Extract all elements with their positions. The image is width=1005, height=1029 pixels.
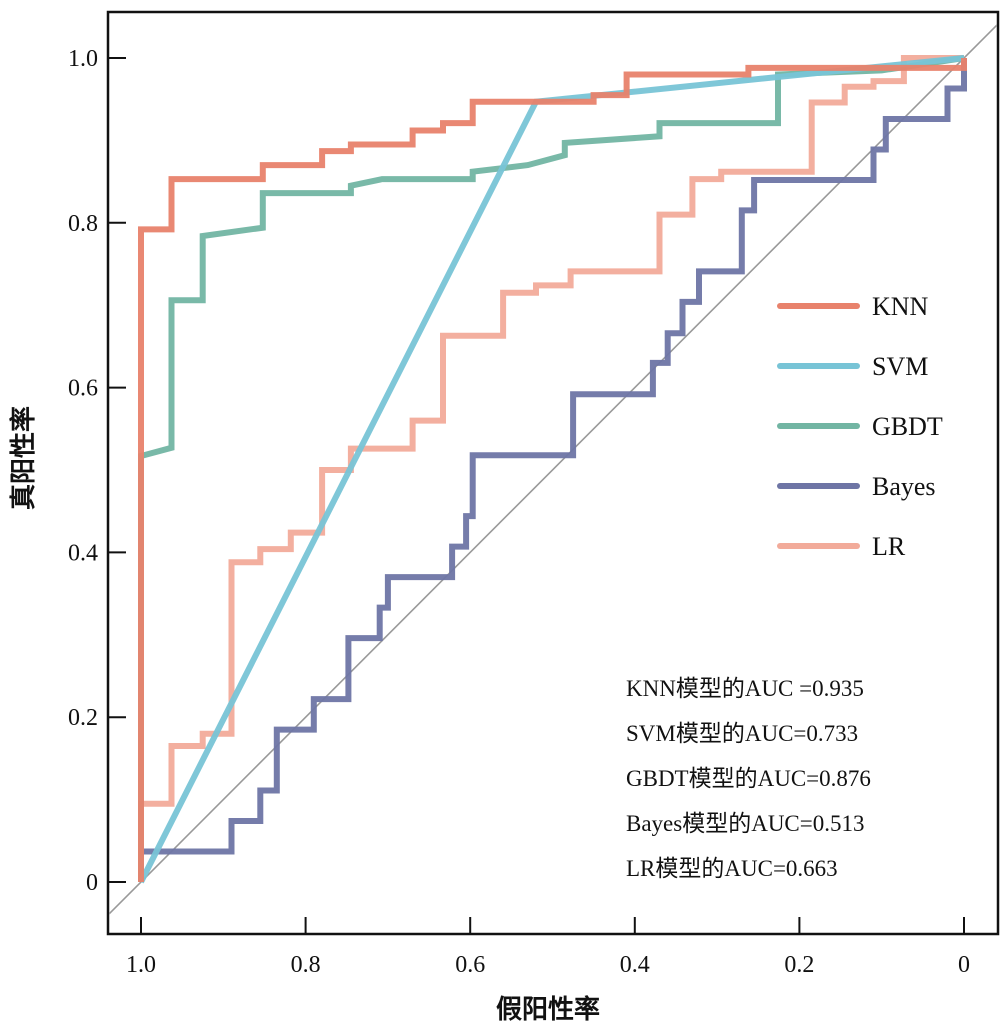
series-line-gbdt xyxy=(138,55,965,882)
series-line-lr xyxy=(138,55,964,882)
y-tick-label: 0.8 xyxy=(68,211,98,237)
auc-annotation: LR模型的AUC=0.663 xyxy=(626,856,838,881)
legend-label-bayes: Bayes xyxy=(872,472,936,501)
legend: KNN SVM GBDT Bayes LR xyxy=(777,292,943,561)
reference-diagonal xyxy=(109,24,997,916)
y-tick-label: 0.6 xyxy=(68,376,98,402)
y-tick-label: 0.4 xyxy=(68,540,98,566)
legend-label-lr: LR xyxy=(872,532,906,561)
x-axis-title: 假阳性率 xyxy=(496,994,600,1025)
legend-label-knn: KNN xyxy=(872,292,929,321)
series-line-bayes xyxy=(138,58,967,882)
y-axis-title: 真阳性率 xyxy=(8,406,39,510)
plot-frame xyxy=(106,10,1000,936)
auc-annotation: SVM模型的AUC=0.733 xyxy=(626,721,858,746)
x-tick-label: 0.6 xyxy=(455,952,485,978)
x-tick-label: 0 xyxy=(958,952,970,978)
y-tick-label: 0 xyxy=(86,870,98,896)
auc-annotation: Bayes模型的AUC=0.513 xyxy=(626,811,865,836)
auc-annotation: GBDT模型的AUC=0.876 xyxy=(626,766,871,791)
auc-annotation: KNN模型的AUC =0.935 xyxy=(626,676,864,701)
y-tick-label: 0.2 xyxy=(68,705,98,731)
x-tick-label: 0.2 xyxy=(784,952,814,978)
y-tick-label: 1.0 xyxy=(68,46,98,72)
legend-label-gbdt: GBDT xyxy=(872,412,943,441)
auc-annotations: KNN模型的AUC =0.935 SVM模型的AUC=0.733 GBDT模型的AU… xyxy=(626,676,871,881)
x-tick-label: 0.8 xyxy=(291,952,321,978)
x-tick-label: 0.4 xyxy=(620,952,650,978)
legend-label-svm: SVM xyxy=(872,352,928,381)
x-tick-label: 1.0 xyxy=(126,952,156,978)
series-line-knn xyxy=(138,58,967,882)
